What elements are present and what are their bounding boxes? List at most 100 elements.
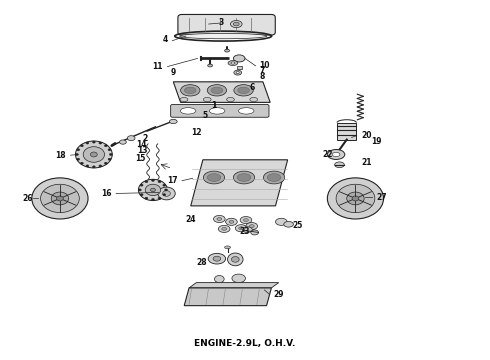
Ellipse shape [163, 184, 166, 186]
Ellipse shape [233, 22, 239, 26]
Ellipse shape [228, 60, 238, 66]
Ellipse shape [108, 158, 111, 160]
Ellipse shape [77, 158, 80, 160]
Ellipse shape [140, 194, 143, 196]
Text: 15: 15 [135, 153, 146, 162]
Ellipse shape [214, 215, 225, 222]
Ellipse shape [180, 108, 196, 114]
Ellipse shape [275, 218, 287, 225]
Ellipse shape [238, 87, 249, 94]
Text: 25: 25 [293, 221, 303, 230]
Ellipse shape [219, 225, 230, 233]
Ellipse shape [32, 178, 88, 219]
Text: 29: 29 [273, 290, 284, 299]
Ellipse shape [235, 225, 247, 232]
Ellipse shape [237, 174, 251, 181]
FancyBboxPatch shape [171, 104, 269, 117]
Ellipse shape [203, 171, 224, 184]
Ellipse shape [51, 192, 69, 205]
Ellipse shape [145, 184, 161, 195]
Ellipse shape [120, 140, 126, 144]
Ellipse shape [99, 165, 102, 167]
Ellipse shape [229, 220, 234, 223]
Ellipse shape [150, 188, 155, 192]
Text: 20: 20 [361, 131, 372, 140]
Ellipse shape [77, 149, 80, 151]
Ellipse shape [75, 153, 78, 156]
Ellipse shape [264, 171, 285, 184]
Text: 11: 11 [152, 62, 163, 71]
Ellipse shape [233, 171, 255, 184]
Ellipse shape [127, 136, 135, 141]
Ellipse shape [80, 162, 83, 164]
Ellipse shape [180, 98, 188, 102]
Ellipse shape [251, 230, 259, 235]
Ellipse shape [151, 179, 154, 181]
Ellipse shape [327, 149, 345, 159]
Text: 18: 18 [55, 152, 66, 161]
Ellipse shape [208, 64, 213, 67]
Ellipse shape [108, 149, 111, 151]
Ellipse shape [170, 120, 177, 123]
Ellipse shape [83, 147, 104, 162]
Ellipse shape [224, 49, 229, 52]
Ellipse shape [209, 108, 225, 114]
Ellipse shape [327, 178, 384, 219]
Ellipse shape [158, 197, 161, 199]
Ellipse shape [181, 85, 200, 96]
Ellipse shape [93, 166, 96, 168]
Text: 27: 27 [377, 193, 388, 202]
Ellipse shape [165, 189, 168, 191]
Text: 3: 3 [219, 18, 223, 27]
Text: 24: 24 [185, 215, 196, 224]
Ellipse shape [211, 87, 223, 94]
Text: 19: 19 [371, 137, 381, 146]
Text: 12: 12 [191, 129, 201, 138]
Polygon shape [173, 82, 270, 102]
Ellipse shape [236, 72, 239, 74]
Ellipse shape [233, 55, 245, 62]
Ellipse shape [163, 191, 171, 196]
Ellipse shape [284, 221, 294, 227]
Ellipse shape [230, 21, 242, 28]
Text: 21: 21 [361, 158, 372, 167]
Ellipse shape [145, 181, 148, 183]
Ellipse shape [224, 246, 230, 249]
Ellipse shape [243, 227, 252, 233]
Text: 14: 14 [137, 140, 147, 149]
Ellipse shape [335, 162, 344, 168]
Text: 1: 1 [211, 101, 217, 110]
Text: 16: 16 [101, 189, 112, 198]
Ellipse shape [203, 98, 211, 102]
Text: 28: 28 [196, 258, 207, 267]
Ellipse shape [208, 253, 225, 264]
Ellipse shape [75, 141, 112, 168]
Ellipse shape [226, 98, 234, 102]
Ellipse shape [163, 194, 166, 196]
Ellipse shape [86, 142, 89, 144]
Ellipse shape [244, 219, 248, 221]
Ellipse shape [232, 274, 245, 283]
Ellipse shape [158, 181, 161, 183]
Ellipse shape [158, 187, 175, 200]
Ellipse shape [151, 198, 154, 201]
Ellipse shape [336, 184, 375, 213]
Ellipse shape [347, 192, 364, 205]
Text: 8: 8 [260, 72, 265, 81]
Ellipse shape [180, 33, 267, 39]
Ellipse shape [227, 253, 243, 266]
Polygon shape [191, 160, 288, 206]
Text: 17: 17 [168, 176, 178, 185]
Ellipse shape [249, 225, 254, 228]
Ellipse shape [222, 228, 226, 230]
Text: 4: 4 [162, 36, 168, 45]
Ellipse shape [109, 153, 112, 156]
Ellipse shape [234, 85, 253, 96]
Text: 23: 23 [239, 227, 250, 236]
Ellipse shape [231, 62, 235, 64]
Ellipse shape [145, 197, 148, 199]
Text: 9: 9 [171, 68, 176, 77]
Ellipse shape [239, 227, 244, 230]
Ellipse shape [41, 184, 79, 213]
Ellipse shape [239, 108, 254, 114]
